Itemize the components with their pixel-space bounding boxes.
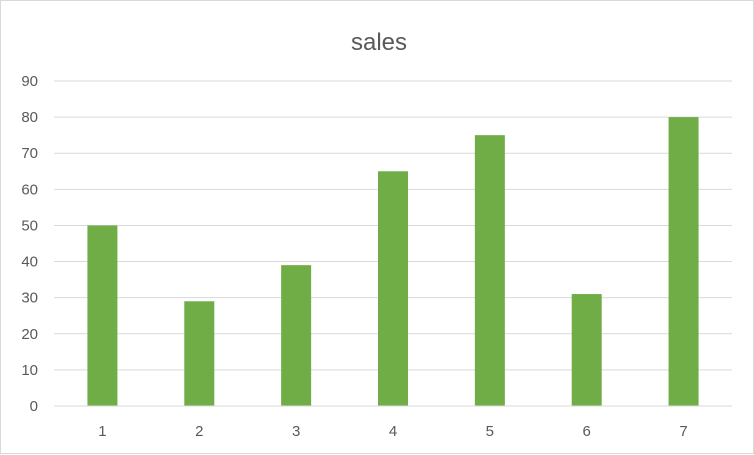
y-tick-label: 40 — [21, 254, 38, 271]
y-tick-label: 90 — [21, 73, 38, 90]
x-tick-label: 3 — [292, 423, 300, 440]
y-tick-label: 50 — [21, 217, 38, 234]
bar-5 — [474, 135, 505, 406]
y-tick-label: 70 — [21, 145, 38, 162]
bar-3 — [281, 265, 312, 406]
x-tick-label: 1 — [98, 423, 106, 440]
bar-6 — [571, 294, 602, 406]
bar-7 — [668, 117, 699, 406]
y-tick-label: 0 — [30, 398, 38, 415]
x-tick-label: 2 — [195, 423, 203, 440]
y-tick-label: 30 — [21, 290, 38, 307]
bars — [87, 117, 699, 406]
y-tick-label: 10 — [21, 362, 38, 379]
x-tick-label: 5 — [486, 423, 494, 440]
bar-4 — [378, 171, 408, 406]
bar-1 — [87, 225, 118, 406]
x-tick-label: 6 — [583, 423, 591, 440]
y-tick-label: 60 — [21, 181, 38, 198]
x-axis-tick-labels: 1 2 3 4 5 6 7 — [98, 423, 687, 440]
chart-title: sales — [351, 29, 407, 56]
bar-2 — [184, 301, 215, 406]
y-tick-label: 80 — [21, 109, 38, 126]
y-axis-tick-labels: 0 10 20 30 40 50 60 70 80 90 — [21, 73, 38, 415]
y-tick-label: 20 — [21, 326, 38, 343]
x-tick-label: 7 — [679, 423, 687, 440]
x-tick-label: 4 — [389, 423, 397, 440]
